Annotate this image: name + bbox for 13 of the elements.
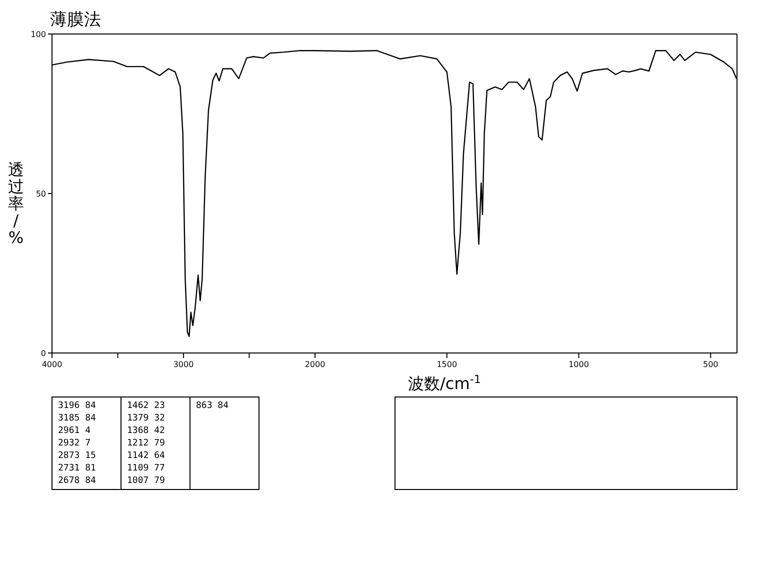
x-tick-label: 3000 bbox=[173, 360, 194, 369]
x-axis-title: 波数/cm$^{-1}$ bbox=[408, 372, 481, 393]
x-tick-label: 2000 bbox=[304, 360, 326, 369]
y-tick-label: 100 bbox=[30, 30, 46, 39]
x-tick-label: 1500 bbox=[436, 360, 458, 369]
peak-table: 3196 84 3185 84 2961 4 2932 7 2873 15 2731 81 2678 84 1462 23 1379 32 1368 42 1212 79 1142 64 1109 77 1007 79 863 84 bbox=[52, 396, 260, 490]
y-axis-title: 透过率/% bbox=[8, 160, 24, 247]
x-tick-label: 4000 bbox=[42, 360, 62, 369]
x-tick-label: 1000 bbox=[568, 360, 589, 369]
y-tick-label: 0 bbox=[40, 349, 46, 358]
y-tick-label: 50 bbox=[36, 190, 46, 198]
x-tick-label: 500 bbox=[702, 360, 718, 369]
chart-title: 薄膜法 bbox=[50, 10, 101, 30]
